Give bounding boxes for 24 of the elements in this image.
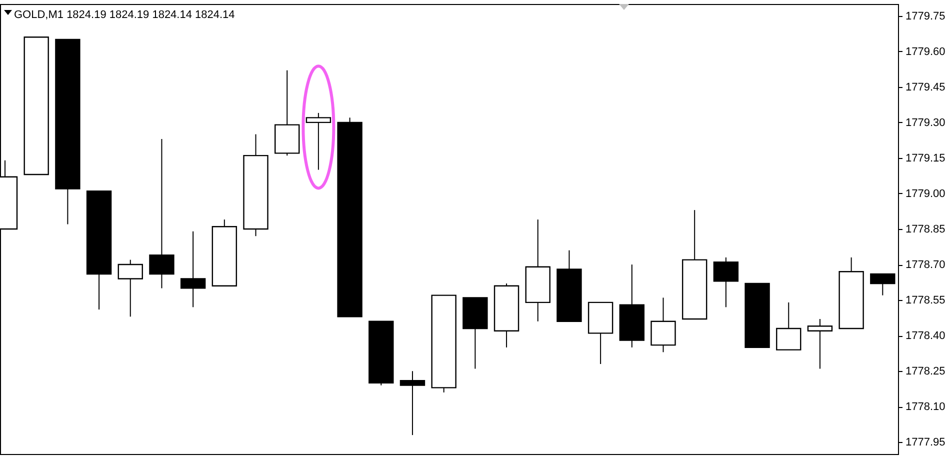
candlestick	[400, 370, 426, 436]
y-tick-label: 1778.40	[906, 330, 946, 342]
y-tick-label: 1779.75	[906, 10, 946, 22]
chart-title: GOLD,M1 1824.19 1824.19 1824.14 1824.14	[14, 9, 235, 21]
candlestick	[306, 112, 332, 170]
y-tick-label: 1778.10	[906, 401, 946, 414]
candlestick	[650, 297, 676, 353]
y-tick-label: 1777.95	[906, 436, 946, 449]
candlestick	[807, 318, 833, 370]
y-tick-label: 1778.85	[906, 224, 946, 236]
y-tick-label: 1779.30	[906, 116, 946, 129]
candlestick	[776, 302, 802, 350]
candlestick	[713, 256, 739, 308]
candlestick	[149, 138, 174, 289]
y-tick-label: 1779.00	[906, 188, 946, 200]
y-tick-label: 1778.70	[906, 259, 946, 272]
candlestick	[118, 259, 143, 318]
y-tick-label: 1779.45	[906, 81, 946, 94]
y-tick-label: 1779.15	[906, 152, 946, 164]
y-tick-label: 1778.25	[906, 366, 946, 378]
candlestick	[180, 230, 206, 308]
y-tick-label: 1778.55	[906, 294, 946, 307]
y-tick-label: 1779.60	[906, 46, 946, 58]
candlestick	[870, 273, 896, 296]
